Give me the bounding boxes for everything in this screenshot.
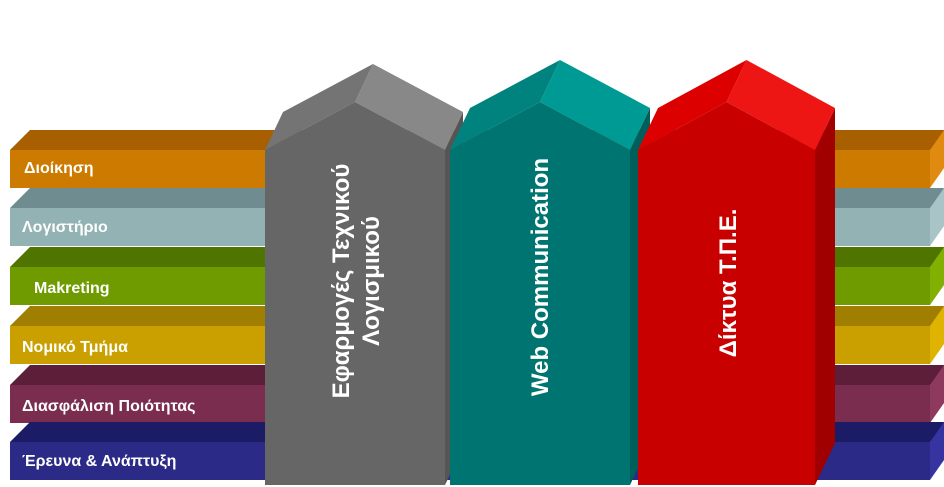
bar-label-diasfalisi: Διασφάλιση Ποιότητας [22,398,196,415]
pillar-roof-left-1 [450,60,560,150]
pillar-roof-right-2 [726,60,835,150]
bar-label-marketing: Makreting [34,280,110,297]
bar-side-0 [930,130,944,188]
pillar-roof-right-1 [540,60,650,150]
bar-side-4 [930,365,944,423]
pillar-side-2 [815,108,835,485]
bar-label-logistirio: Λογιστήριο [22,219,108,236]
pillar-roof-left-0 [265,64,373,150]
pillar-roof-left-2 [638,60,747,150]
pillar-label-web: Web Communication [527,157,554,397]
pillar-label-efarmoges: Εφαρμογές Τεχνικού Λογισμικού [327,156,387,406]
bar-label-nomiko: Νομικό Τμήμα [22,339,128,356]
bar-label-erevna: Έρευνα & Ανάπτυξη [22,453,177,470]
pillar-roof-right-0 [355,64,463,150]
bar-side-1 [930,188,944,246]
bar-side-5 [930,422,944,480]
bar-side-3 [930,306,944,364]
pillar-front-2 [638,102,815,485]
bar-label-dioikisi: Διοίκηση [24,160,94,177]
pillar-label-diktya: Δίκτυα Τ.Π.Ε. [715,208,742,358]
pillar-front-0 [265,102,445,485]
pillar-front-1 [450,102,630,485]
bar-side-2 [930,247,944,305]
pillar-label-efarmoges-text: Εφαρμογές Τεχνικού Λογισμικού [328,163,385,399]
